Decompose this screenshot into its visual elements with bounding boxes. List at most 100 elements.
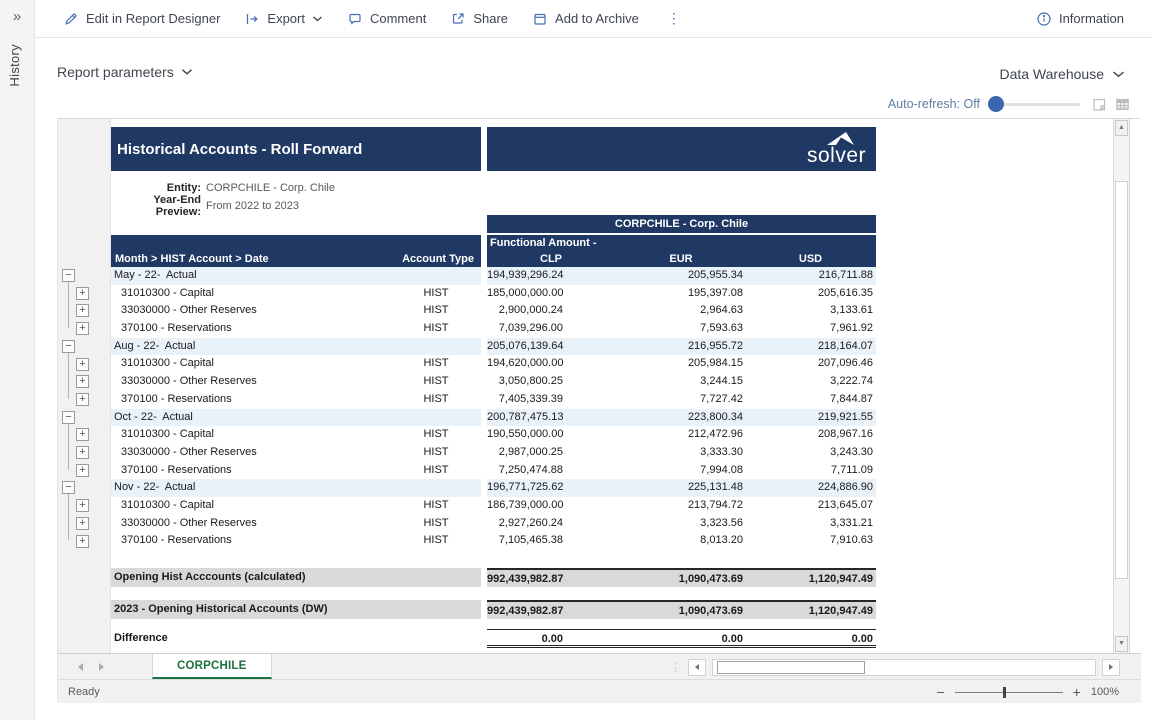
- row-account-type: [391, 338, 481, 356]
- scrollbar-resize-handle[interactable]: ⋮: [670, 661, 682, 674]
- year-end-preview-label: Year-End Preview:: [111, 194, 201, 218]
- row-eur-value: 1,090,473.69: [565, 568, 745, 587]
- auto-refresh-slider[interactable]: [988, 96, 1080, 112]
- row-label: 31010300 - Capital: [111, 355, 391, 373]
- account-row: 370100 - Reservations HIST 7,405,339.39 …: [111, 391, 876, 409]
- outline-expand-button[interactable]: +: [76, 446, 89, 459]
- outline-expand-button[interactable]: +: [76, 517, 89, 530]
- row-label: 2023 - Opening Historical Accounts (DW): [111, 600, 391, 619]
- share-button[interactable]: Share: [450, 11, 508, 27]
- row-label: Difference: [111, 629, 391, 648]
- row-usd-value: 208,967.16: [745, 426, 876, 444]
- horizontal-scrollbar-track[interactable]: [712, 659, 1096, 676]
- outline-gutter: −+++−+++−+++−+++: [58, 119, 111, 653]
- account-row: 31010300 - Capital HIST 190,550,000.00 2…: [111, 426, 876, 444]
- zoom-slider[interactable]: [955, 687, 1063, 698]
- sheet-canvas: −+++−+++−+++−+++ Historical Accounts - R…: [58, 119, 1130, 653]
- outline-expand-button[interactable]: +: [76, 304, 89, 317]
- information-button[interactable]: Information: [1036, 11, 1124, 27]
- group-row: Aug - 22- Actual 205,076,139.64 216,955.…: [111, 338, 876, 356]
- zoom-controls: − + 100%: [936, 680, 1119, 704]
- outline-collapse-button[interactable]: −: [62, 411, 75, 424]
- outline-expand-button[interactable]: +: [76, 535, 89, 548]
- account-row: 33030000 - Other Reserves HIST 2,900,000…: [111, 302, 876, 320]
- row-usd-value: 205,616.35: [745, 285, 876, 303]
- scroll-left-button[interactable]: [688, 659, 706, 676]
- outline-collapse-button[interactable]: −: [62, 269, 75, 282]
- vertical-scrollbar[interactable]: ▲ ▼: [1113, 119, 1130, 653]
- row-usd-value: 219,921.55: [745, 409, 876, 427]
- scroll-up-button[interactable]: ▲: [1115, 120, 1128, 136]
- parameters-bar: Report parameters Data Warehouse Auto-re…: [35, 38, 1152, 118]
- row-account-type: HIST: [391, 302, 481, 320]
- row-usd-value: 7,844.87: [745, 391, 876, 409]
- horizontal-scrollbar-thumb[interactable]: [717, 661, 865, 674]
- row-usd-value: 1,120,947.49: [745, 568, 876, 587]
- comment-icon: [347, 11, 363, 27]
- group-row: Oct - 22- Actual 200,787,475.13 223,800.…: [111, 409, 876, 427]
- previous-sheet-button[interactable]: [78, 663, 83, 671]
- account-row: 370100 - Reservations HIST 7,105,465.38 …: [111, 532, 876, 550]
- column-header-month-account-date: Month > HIST Account > Date: [115, 253, 269, 265]
- total-row-diff: Difference 0.00 0.00 0.00: [111, 629, 876, 648]
- outline-expand-button[interactable]: +: [76, 499, 89, 512]
- outline-expand-button[interactable]: +: [76, 322, 89, 335]
- next-sheet-button[interactable]: [99, 663, 104, 671]
- outline-expand-button[interactable]: +: [76, 428, 89, 441]
- row-eur-value: 213,794.72: [565, 497, 745, 515]
- comment-button[interactable]: Comment: [347, 11, 426, 27]
- zoom-out-button[interactable]: −: [936, 684, 944, 700]
- toolbar-overflow-button[interactable]: ⋮: [667, 10, 681, 27]
- vertical-scrollbar-thumb[interactable]: [1115, 181, 1128, 579]
- outline-collapse-button[interactable]: −: [62, 481, 75, 494]
- row-label: Aug - 22- Actual: [111, 338, 391, 356]
- year-end-preview-value: From 2022 to 2023: [206, 200, 299, 212]
- outline-expand-button[interactable]: +: [76, 287, 89, 300]
- report-banners: Historical Accounts - Roll Forward solve…: [111, 127, 876, 171]
- account-row: 31010300 - Capital HIST 194,620,000.00 2…: [111, 355, 876, 373]
- solver-logo-icon: [827, 132, 854, 146]
- outline-expand-button[interactable]: +: [76, 375, 89, 388]
- row-account-type: [391, 600, 481, 619]
- row-label: May - 22- Actual: [111, 267, 391, 285]
- total-row-dw: 2023 - Opening Historical Accounts (DW) …: [111, 600, 876, 619]
- report-parameters-label: Report parameters: [57, 64, 174, 80]
- outline-expand-button[interactable]: +: [76, 358, 89, 371]
- scroll-right-button[interactable]: [1102, 659, 1120, 676]
- row-label: 370100 - Reservations: [111, 462, 391, 480]
- edit-in-report-designer-button[interactable]: Edit in Report Designer: [63, 11, 220, 27]
- export-button[interactable]: Export: [244, 11, 323, 27]
- column-header-functional-amount: Functional Amount -: [490, 237, 597, 249]
- row-usd-value: 213,645.07: [745, 497, 876, 515]
- row-eur-value: 3,244.15: [565, 373, 745, 391]
- row-account-type: [391, 267, 481, 285]
- grid-view-icon[interactable]: [1115, 97, 1130, 112]
- zoom-slider-thumb[interactable]: [1003, 687, 1006, 698]
- view-option-icons: [1092, 97, 1130, 112]
- scroll-down-button[interactable]: ▼: [1115, 636, 1128, 652]
- column-header-clp: CLP: [540, 253, 562, 265]
- outline-expand-button[interactable]: +: [76, 393, 89, 406]
- auto-refresh-slider-knob[interactable]: [988, 96, 1004, 112]
- zoom-in-button[interactable]: +: [1073, 684, 1081, 700]
- row-eur-value: 3,323.56: [565, 515, 745, 533]
- outline-expand-button[interactable]: +: [76, 464, 89, 477]
- expand-panel-button[interactable]: »: [0, 8, 34, 25]
- row-usd-value: 0.00: [745, 629, 876, 648]
- auto-refresh-control: Auto-refresh: Off: [888, 96, 1130, 112]
- zoom-level-value: 100%: [1091, 686, 1119, 698]
- popout-edit-icon[interactable]: [1092, 97, 1107, 112]
- row-eur-value: 205,984.15: [565, 355, 745, 373]
- history-panel-label[interactable]: History: [7, 44, 22, 87]
- row-usd-value: 216,711.88: [745, 267, 876, 285]
- add-to-archive-button[interactable]: Add to Archive: [532, 11, 639, 27]
- report-parameters-dropdown[interactable]: Report parameters: [57, 64, 193, 80]
- outline-connector-line: [68, 494, 69, 540]
- data-warehouse-dropdown[interactable]: Data Warehouse: [999, 66, 1125, 82]
- outline-collapse-button[interactable]: −: [62, 340, 75, 353]
- row-label: 33030000 - Other Reserves: [111, 444, 391, 462]
- sheet-tab-corpchile[interactable]: CORPCHILE: [152, 654, 272, 679]
- toolbar-actions: Edit in Report Designer Export Comment S…: [63, 10, 681, 27]
- account-row: 31010300 - Capital HIST 186,739,000.00 2…: [111, 497, 876, 515]
- row-clp-value: 194,939,296.24: [487, 267, 565, 285]
